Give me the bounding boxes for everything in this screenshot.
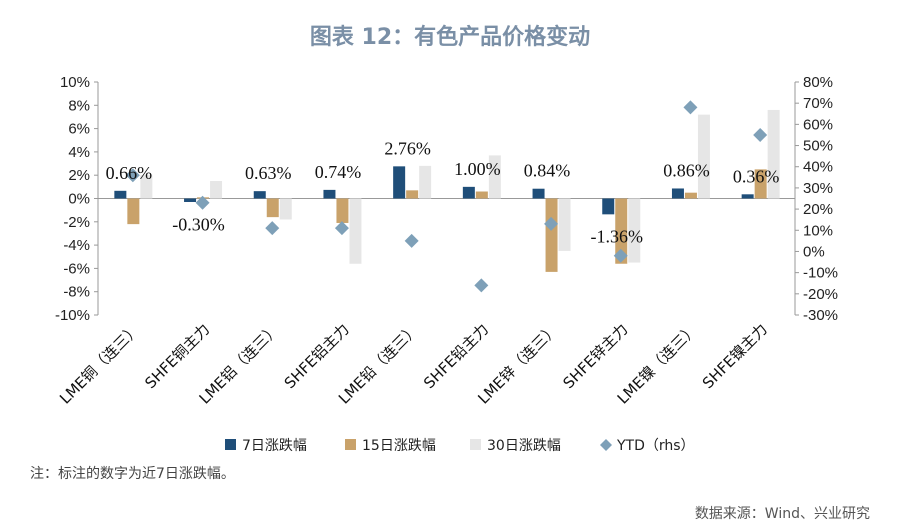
bar-7d: [532, 188, 545, 199]
data-label: -1.36%: [591, 227, 644, 247]
legend-label: 15日涨跌幅: [362, 438, 436, 454]
right-tick-label: -30%: [803, 307, 838, 324]
bar-30d: [279, 198, 292, 220]
chart-note: 注：标注的数字为近7日涨跌幅。: [30, 466, 235, 482]
bars: [114, 109, 780, 272]
chart-title: 图表 12：有色产品价格变动: [310, 24, 590, 50]
bar-15d: [336, 198, 349, 223]
left-tick-label: 8%: [68, 97, 90, 114]
bar-30d: [697, 114, 710, 199]
left-tick-label: 6%: [68, 121, 90, 138]
bar-30d: [210, 181, 223, 199]
data-label: 0.63%: [245, 163, 292, 183]
bar-30d: [140, 175, 153, 199]
category-label: SHFE铝主力: [281, 320, 353, 392]
left-tick-label: -4%: [63, 237, 90, 254]
legend-label: 7日涨跌幅: [242, 438, 307, 454]
right-tick-label: 40%: [803, 159, 833, 176]
legend-swatch: [470, 439, 481, 450]
bar-15d: [266, 198, 279, 218]
bar-7d: [462, 186, 475, 199]
data-label: -0.30%: [172, 215, 225, 235]
ytd-point: [753, 127, 768, 142]
right-tick-label: 50%: [803, 138, 833, 155]
right-tick-label: 70%: [803, 95, 833, 112]
category-label: SHFE铅主力: [420, 320, 492, 392]
legend-label: YTD（rhs）: [616, 438, 695, 454]
data-label: 0.74%: [315, 162, 362, 182]
right-tick-label: 0%: [803, 243, 825, 260]
category-label: SHFE铜主力: [141, 320, 213, 392]
left-tick-label: 10%: [60, 74, 90, 91]
ytd-point: [613, 248, 628, 263]
axes: 10% 8% 6% 4% 2% 0% -2% -4% -6% -8% -10% 80% 70% 60% 50…: [55, 74, 838, 324]
bar-15d: [127, 198, 140, 225]
left-tick-label: 0%: [68, 191, 90, 208]
right-tick-label: 10%: [803, 222, 833, 239]
ytd-point: [474, 278, 489, 293]
bar-30d: [349, 198, 362, 264]
right-tick-label: -10%: [803, 265, 838, 282]
chart-source: 数据来源：Wind、兴业研究: [695, 506, 870, 522]
category-label: SHFE锌主力: [560, 320, 632, 392]
ytd-point: [265, 221, 280, 236]
ytd-point: [404, 233, 419, 248]
right-tick-label: 60%: [803, 116, 833, 133]
left-tick-label: -2%: [63, 214, 90, 231]
bar-30d: [419, 165, 432, 199]
bar-15d: [684, 192, 697, 199]
legend-swatch: [225, 439, 236, 450]
data-label: 0.66%: [106, 163, 153, 183]
data-label: 0.36%: [733, 166, 780, 186]
data-label: 0.84%: [524, 161, 571, 181]
right-tick-label: 80%: [803, 74, 833, 91]
bar-30d: [628, 198, 641, 263]
ytd-point: [683, 100, 698, 115]
bar-15d: [545, 198, 558, 272]
left-tick-label: -8%: [63, 284, 90, 301]
legend: 7日涨跌幅 15日涨跌幅 30日涨跌幅 YTD（rhs）: [225, 438, 695, 454]
right-tick-label: 20%: [803, 201, 833, 218]
bar-7d: [323, 189, 336, 199]
bar-7d: [741, 194, 754, 199]
category-label: LME铜（连三）: [56, 320, 144, 408]
bar-30d: [488, 155, 501, 199]
ytd-points: [125, 100, 768, 293]
category-labels: LME铜（连三）SHFE铜主力LME铝（连三）SHFE铝主力LME铅（连三）SH…: [56, 320, 771, 408]
bar-15d: [754, 169, 767, 199]
ytd-point: [544, 216, 559, 231]
bar-15d: [406, 190, 419, 199]
bar-7d: [184, 198, 197, 202]
bar-15d: [615, 198, 628, 264]
bar-30d: [558, 198, 571, 251]
ytd-point: [334, 221, 349, 236]
left-tick-label: -10%: [55, 307, 90, 324]
legend-swatch: [345, 439, 356, 450]
data-label: 1.00%: [454, 159, 501, 179]
left-tick-label: 4%: [68, 144, 90, 161]
data-label: 2.76%: [384, 138, 431, 158]
bar-7d: [393, 166, 406, 199]
data-labels: 0.66% -0.30% 0.63% 0.74% 2.76% 1.00% 0.84% -1.3…: [106, 138, 780, 246]
legend-swatch-ytd: [600, 439, 612, 451]
bar-7d: [253, 191, 266, 199]
legend-label: 30日涨跌幅: [487, 438, 561, 454]
right-tick-label: 30%: [803, 180, 833, 197]
left-tick-label: -6%: [63, 260, 90, 277]
right-tick-label: -20%: [803, 286, 838, 303]
bar-30d: [767, 109, 780, 199]
category-label: SHFE镍主力: [699, 320, 771, 392]
data-label: 0.86%: [663, 160, 710, 180]
bar-15d: [475, 191, 488, 199]
left-tick-label: 2%: [68, 167, 90, 184]
bar-7d: [114, 190, 127, 199]
bar-7d: [671, 188, 684, 199]
ytd-point: [125, 168, 140, 183]
ytd-point: [195, 195, 210, 210]
bar-7d: [602, 198, 615, 215]
